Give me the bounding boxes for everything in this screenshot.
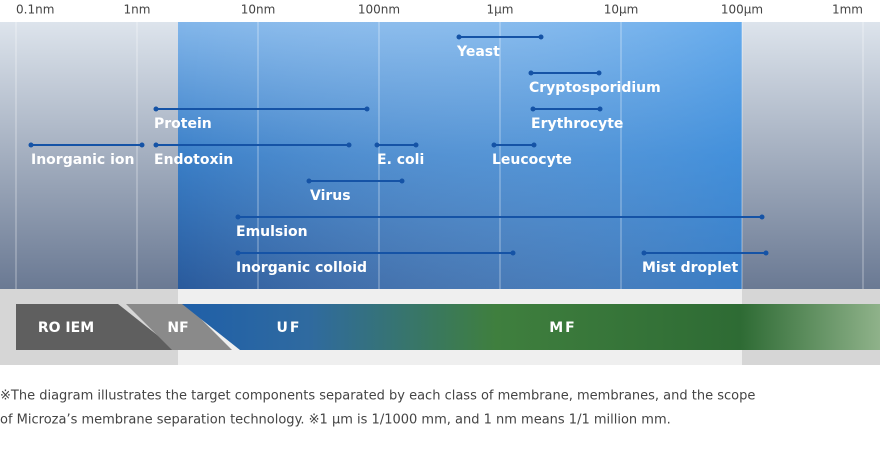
tick-label: 100nm <box>358 3 400 17</box>
uf-mf-bar <box>182 304 880 350</box>
range-end <box>538 34 544 40</box>
nf-bar <box>126 304 232 350</box>
item-label: Mist droplet <box>642 260 738 276</box>
tick-label: 1mm <box>832 3 863 17</box>
membrane-label: MF <box>549 320 577 336</box>
range-end <box>139 142 145 148</box>
item-label: Leucocyte <box>492 152 572 168</box>
membrane-label: UF <box>277 320 302 336</box>
tick-label: 1nm <box>124 3 151 17</box>
item-label: Inorganic ion <box>31 152 135 168</box>
range-end <box>759 214 765 220</box>
item-label: Cryptosporidium <box>529 80 661 96</box>
item-label: Erythrocyte <box>531 116 623 132</box>
range-end <box>763 250 769 256</box>
note: of Microza’s membrane separation technol… <box>0 413 671 428</box>
range-end <box>399 178 405 184</box>
note: ※The diagram illustrates the target comp… <box>0 389 755 404</box>
tick-label: 1µm <box>487 3 514 17</box>
range-end <box>28 142 34 148</box>
range-end <box>528 70 534 76</box>
item-label: Inorganic colloid <box>236 260 367 276</box>
range-end <box>235 250 241 256</box>
range-end <box>530 106 536 112</box>
item-label: Yeast <box>456 44 500 60</box>
tick-label: 0.1nm <box>16 3 54 17</box>
range-end <box>510 250 516 256</box>
range-end <box>531 142 537 148</box>
membrane-scope-shade <box>178 22 742 289</box>
range-end <box>346 142 352 148</box>
range-end <box>235 214 241 220</box>
range-end <box>597 106 603 112</box>
item-label: Protein <box>154 116 212 132</box>
range-end <box>374 142 380 148</box>
tick-label: 10nm <box>241 3 276 17</box>
ro-iem-bar <box>16 304 176 350</box>
item-label: Endotoxin <box>154 152 233 168</box>
tick-label: 100µm <box>721 3 763 17</box>
range-end <box>153 142 159 148</box>
range-end <box>641 250 647 256</box>
membrane-label: RO IEM <box>38 320 94 336</box>
range-end <box>153 106 159 112</box>
item-label: Virus <box>310 188 351 204</box>
item-label: Emulsion <box>236 224 308 240</box>
range-end <box>491 142 497 148</box>
item-label: E. coli <box>377 152 424 168</box>
range-end <box>413 142 419 148</box>
range-end <box>456 34 462 40</box>
range-end <box>306 178 312 184</box>
range-end <box>364 106 370 112</box>
tick-label: 10µm <box>604 3 639 17</box>
membrane-label: NF <box>167 320 188 336</box>
range-end <box>596 70 602 76</box>
